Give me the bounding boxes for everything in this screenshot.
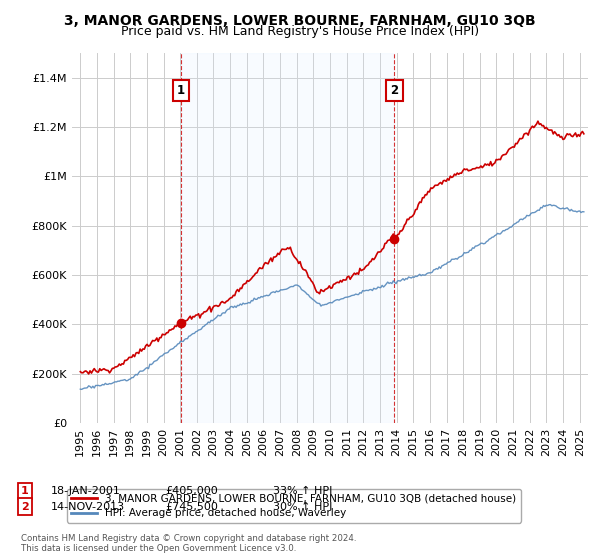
Text: Price paid vs. HM Land Registry's House Price Index (HPI): Price paid vs. HM Land Registry's House … — [121, 25, 479, 38]
Legend: 3, MANOR GARDENS, LOWER BOURNE, FARNHAM, GU10 3QB (detached house), HPI: Average: 3, MANOR GARDENS, LOWER BOURNE, FARNHAM,… — [67, 489, 521, 522]
Text: Contains HM Land Registry data © Crown copyright and database right 2024.
This d: Contains HM Land Registry data © Crown c… — [21, 534, 356, 553]
Text: 2: 2 — [21, 502, 29, 512]
Text: £405,000: £405,000 — [165, 486, 218, 496]
Text: 14-NOV-2013: 14-NOV-2013 — [51, 502, 125, 512]
Text: 18-JAN-2001: 18-JAN-2001 — [51, 486, 121, 496]
Text: 2: 2 — [391, 83, 398, 97]
Text: 1: 1 — [21, 486, 29, 496]
Text: £745,500: £745,500 — [165, 502, 218, 512]
Text: 30% ↑ HPI: 30% ↑ HPI — [273, 502, 332, 512]
Bar — [181, 53, 394, 423]
Text: 3, MANOR GARDENS, LOWER BOURNE, FARNHAM, GU10 3QB: 3, MANOR GARDENS, LOWER BOURNE, FARNHAM,… — [64, 14, 536, 28]
Text: 33% ↑ HPI: 33% ↑ HPI — [273, 486, 332, 496]
Text: 1: 1 — [177, 83, 185, 97]
